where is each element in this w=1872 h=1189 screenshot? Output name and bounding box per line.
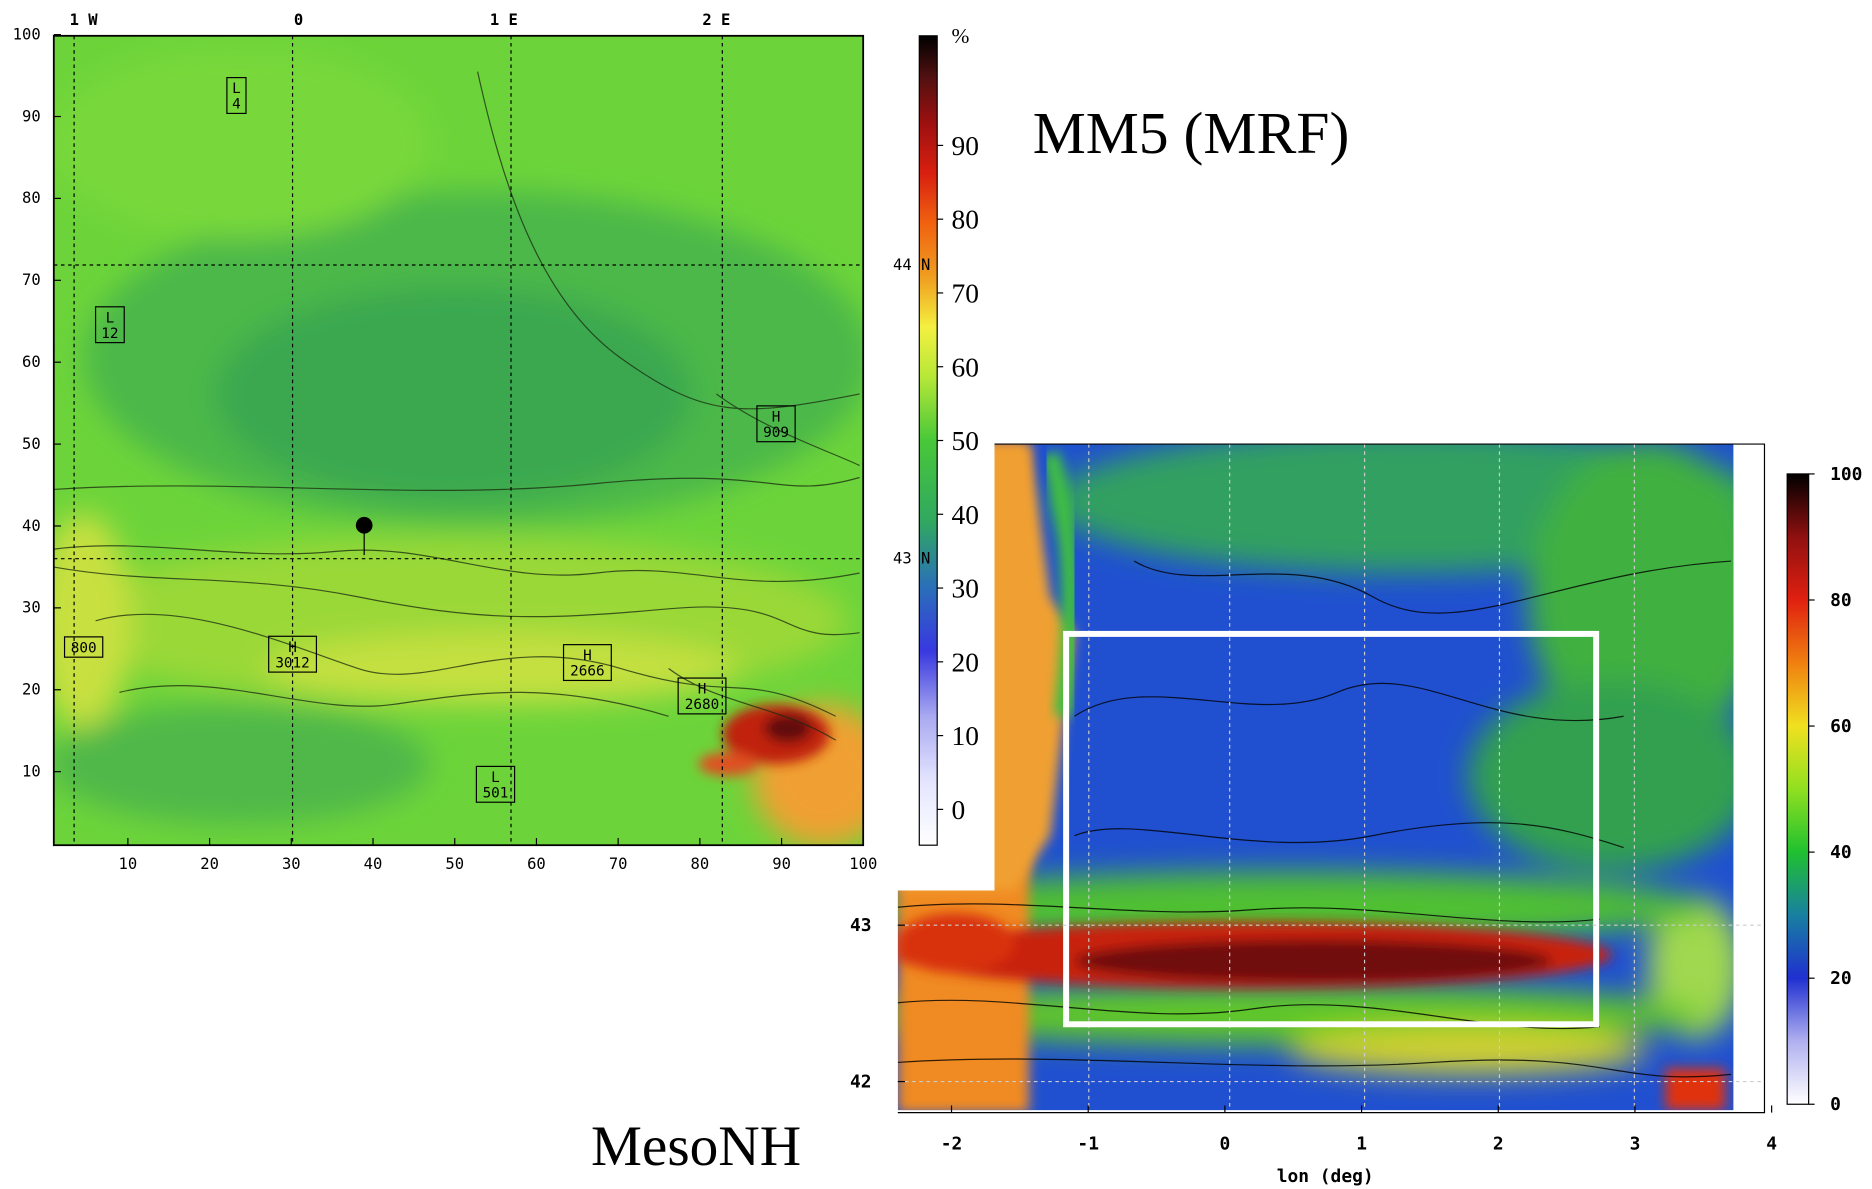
label-box-text: H [288,640,297,656]
y-tick-label: 90 [22,107,41,125]
colorbar-tick-label: 40 [952,500,979,530]
label-box-text: L [491,770,500,786]
label-box-text: H [583,648,592,664]
label-box-text: 2680 [685,697,719,713]
colorbar-tick-label: 0 [1830,1094,1841,1115]
y-tick-label: 80 [22,189,41,207]
x-tick-label: 90 [772,855,791,873]
colorbar-tick-label: 40 [1830,842,1852,863]
x-tick-label: 3 [1630,1134,1641,1155]
colorbar-tick-label: 10 [952,721,979,751]
y-tick-label: 40 [22,517,41,535]
x-tick-label: -2 [941,1134,963,1155]
y-tick-label: 20 [22,681,41,699]
right-field [872,430,1767,1122]
x-tick-label: -1 [1077,1134,1099,1155]
x-tick-label: 1 [1356,1134,1367,1155]
colorbar-tick-label: 0 [952,795,966,825]
right-title: MesoNH [591,1115,801,1178]
x-tick-label: 40 [364,855,383,873]
x-tick-label: 4 [1766,1134,1777,1155]
colorbar-unit: % [952,24,970,48]
colorbar-tick-label: 20 [1830,968,1852,989]
colorbar-tick-label: 30 [952,574,979,604]
x-tick-label: 30 [282,855,301,873]
x-tick-label: 0 [1220,1134,1231,1155]
label-box-text: 3012 [275,655,309,671]
label-box-text: 800 [71,640,97,656]
colorbar-tick-label: 100 [1830,464,1862,485]
y-tick-label: 43 [850,915,872,936]
label-box-text: 501 [483,785,509,801]
figure: MM5 (MRF) MesoNH lon (deg) % 10203040506… [0,0,1872,1189]
x-tick-label: 10 [119,855,138,873]
label-box-text: L [232,81,241,97]
y-tick-label: 30 [22,599,41,617]
lon-label: 1 W [70,11,99,29]
colorbar-tick-label: 80 [1830,590,1852,611]
x-tick-label: 70 [609,855,628,873]
x-tick-label: 2 [1493,1134,1504,1155]
left-title: MM5 (MRF) [1033,100,1350,166]
colorbar-tick-label: 80 [952,205,979,235]
x-tick-label: 60 [527,855,546,873]
colorbar-tick-label: 60 [1830,716,1852,737]
y-tick-label: 10 [22,762,41,780]
lat-label: 44 N [893,256,930,274]
y-tick-label: 60 [22,353,41,371]
lat-label: 43 N [893,549,930,567]
x-tick-label: 20 [200,855,219,873]
lon-label: 0 [294,11,303,29]
colorbar-tick-label: 20 [952,647,979,677]
colorbar-tick-label: 70 [952,279,979,309]
colorbar-tick-label: 60 [952,352,979,382]
y-tick-label: 70 [22,271,41,289]
label-box-text: 12 [101,326,118,342]
label-box-text: 4 [232,97,241,113]
x-tick-label: 100 [849,855,877,873]
label-box-text: 909 [763,425,789,441]
label-box-text: 2666 [570,664,604,680]
y-tick-label: 100 [13,25,41,43]
page: {"title_left": "MM5 (MRF)", "title_right… [0,0,1872,1189]
x-tick-label: 80 [691,855,710,873]
x-tick-label: 50 [445,855,464,873]
label-box-text: H [698,682,707,698]
lon-label: 2 E [702,11,730,29]
colorbar-tick-label: 50 [952,426,979,456]
label-box-text: H [772,409,781,425]
x-axis-label: lon (deg) [1277,1166,1374,1187]
label-box-text: L [106,310,115,326]
lon-label: 1 E [490,11,518,29]
y-tick-label: 42 [850,1072,872,1093]
colorbar-tick-label: 90 [952,131,979,161]
y-tick-label: 50 [22,435,41,453]
